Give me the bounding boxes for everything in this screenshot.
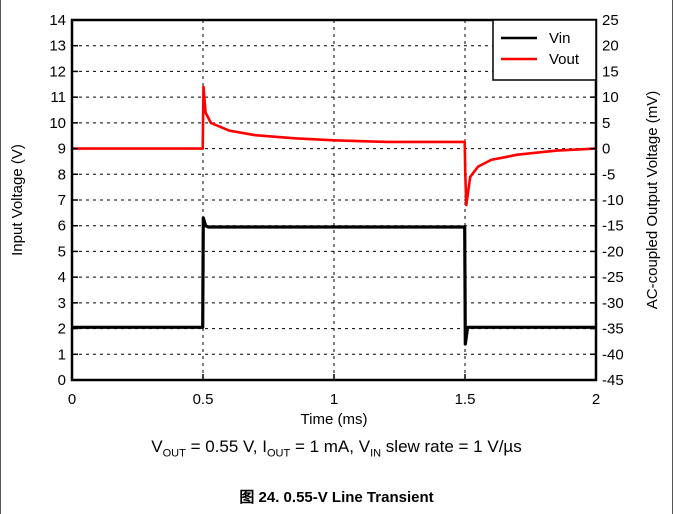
y-left-tick-label: 10	[49, 115, 66, 132]
y-right-tick-label: -25	[602, 269, 624, 286]
y-right-tick-label: -30	[602, 295, 624, 312]
y-right-tick-label: -20	[602, 243, 624, 260]
legend-label-vout: Vout	[549, 51, 580, 68]
y-right-tick-label: -45	[602, 372, 624, 389]
y-left-tick-label: 5	[58, 243, 66, 260]
y-left-tick-label: 2	[58, 321, 66, 338]
y-left-axis-label: Input Voltage (V)	[9, 144, 26, 256]
y-left-tick-label: 7	[58, 192, 66, 209]
x-tick-label: 0	[68, 391, 76, 408]
y-right-tick-label: -35	[602, 321, 624, 338]
y-left-tick-label: 13	[49, 38, 66, 55]
series-line-vin	[72, 216, 596, 346]
figure-caption: 图 24. 0.55-V Line Transient	[239, 489, 434, 506]
y-right-tick-label: 15	[602, 63, 619, 80]
y-right-tick-label: 10	[602, 89, 619, 106]
y-left-tick-label: 4	[58, 269, 66, 286]
y-left-tick-label: 11	[50, 89, 66, 106]
y-left-tick-label: 8	[58, 166, 66, 183]
y-right-tick-label: -40	[602, 346, 624, 363]
x-tick-label: 0.5	[193, 391, 214, 408]
y-left-tick-label: 1	[58, 346, 66, 363]
y-right-tick-label: -5	[602, 166, 615, 183]
y-left-tick-label: 9	[58, 141, 66, 158]
left-border	[0, 0, 1, 514]
y-left-tick-label: 12	[49, 63, 66, 80]
y-right-tick-label: 5	[602, 115, 610, 132]
y-right-tick-label: 25	[602, 12, 619, 29]
x-tick-label: 1	[330, 391, 338, 408]
line-chart: 0 0.5 1 1.5 201234567891011121314-45-40-35-3…	[9, 12, 661, 428]
test-conditions: VOUT = 0.55 V, IOUT = 1 mA, VIN slew rat…	[151, 437, 522, 460]
y-left-tick-label: 0	[58, 372, 66, 389]
legend-label-vin: Vin	[549, 30, 570, 47]
y-left-tick-label: 14	[49, 12, 66, 29]
series-line-vout	[72, 85, 597, 207]
y-right-axis-label: AC-coupled Output Voltage (mV)	[644, 91, 661, 309]
x-axis-label: Time (ms)	[301, 411, 368, 428]
y-right-tick-label: 0	[602, 141, 610, 158]
y-left-tick-label: 3	[58, 295, 66, 312]
y-right-tick-label: 20	[602, 38, 619, 55]
x-tick-label: 1.5	[455, 391, 476, 408]
y-right-tick-label: -10	[602, 192, 624, 209]
y-right-tick-label: -15	[602, 218, 624, 235]
legend-box	[492, 19, 597, 81]
x-tick-label: 2	[592, 391, 600, 408]
y-left-tick-label: 6	[58, 218, 66, 235]
